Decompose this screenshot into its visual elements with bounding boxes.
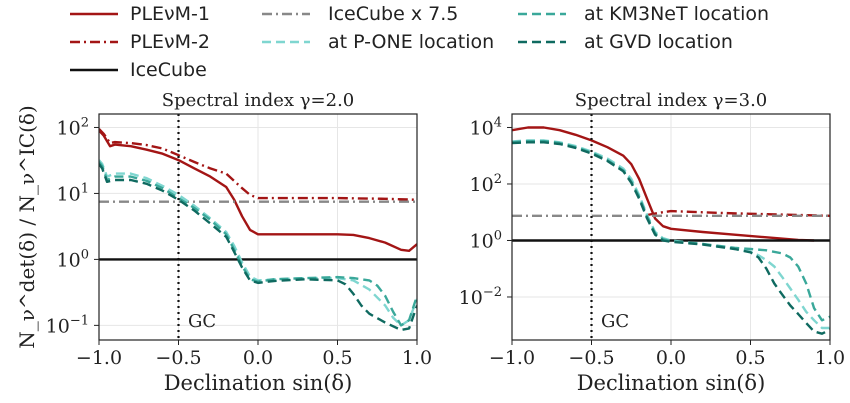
series-line (99, 159, 417, 327)
y-axis-label: N_ν^det(δ) / N_ν^IC(δ) (15, 105, 39, 348)
x-tick-label: −0.5 (155, 347, 201, 369)
y-axis: 10−1 100 101 102 (46, 115, 99, 337)
y-tick-label: 101 (57, 181, 89, 205)
y-tick-label: 104 (470, 115, 502, 139)
plot-area (512, 126, 830, 335)
x-tick-label: −1.0 (76, 347, 122, 369)
legend-entry-plenum-1: PLEνM-1 (70, 3, 210, 25)
x-axis-label: Declination sin(δ) (577, 371, 766, 395)
gc-label: GC (601, 311, 629, 332)
gc-label: GC (188, 311, 216, 332)
x-tick-label: 0.5 (735, 347, 765, 369)
series-line (512, 139, 830, 330)
x-tick-label: −1.0 (489, 347, 535, 369)
legend-entry-icecube: IceCube (70, 59, 207, 81)
x-tick-label: 0.0 (243, 347, 273, 369)
legend-entry-plenum-2: PLEνM-2 (70, 31, 210, 53)
grid (98, 114, 418, 340)
x-axis: −1.0 −0.5 0.0 0.5 1.0 (76, 340, 432, 369)
legend-label: IceCube (130, 59, 207, 81)
legend-label: at KM3NeT location (584, 3, 769, 25)
legend-entry-gvd: at GVD location (518, 31, 733, 53)
legend-label: IceCube x 7.5 (328, 3, 458, 25)
legend-label: at GVD location (584, 31, 733, 53)
x-axis: −1.0 −0.5 0.0 0.5 1.0 (489, 340, 845, 369)
x-tick-label: 0.0 (656, 347, 686, 369)
panel-title: Spectral index γ=3.0 (575, 90, 768, 111)
legend-label: PLEνM-2 (130, 31, 210, 53)
legend-entry-p-one: at P-ONE location (262, 31, 494, 53)
x-axis-label-text: Declination sin(δ) (577, 371, 766, 395)
panel-title: Spectral index γ=2.0 (162, 90, 355, 111)
legend: PLEνM-1 PLEνM-2 IceCube IceCube x 7.5 at… (70, 3, 769, 81)
x-tick-label: 1.0 (402, 347, 432, 369)
legend-label: at P-ONE location (328, 31, 494, 53)
legend-entry-km3net: at KM3NeT location (518, 3, 769, 25)
y-tick-label: 100 (470, 228, 502, 252)
y-tick-label: 10−1 (46, 313, 89, 337)
series-line (99, 129, 417, 253)
y-tick-label: 102 (57, 115, 89, 139)
y-tick-label: 102 (470, 172, 502, 196)
legend-label: PLEνM-1 (130, 3, 210, 25)
series-line (99, 163, 417, 332)
y-tick-label: 100 (57, 247, 89, 271)
series-line (99, 128, 417, 201)
grid (511, 114, 831, 340)
legend-entry-icecube-x7.5: IceCube x 7.5 (262, 3, 458, 25)
x-tick-label: −0.5 (568, 347, 614, 369)
y-tick-label: 10−2 (459, 285, 502, 309)
series-line (512, 126, 815, 242)
panel-gamma-3: Spectral index γ=3.0 GC −1.0 −0.5 0.0 0.5 1.… (459, 90, 845, 395)
y-axis: 10−2 100 102 104 (459, 115, 512, 309)
plot-area (99, 128, 417, 332)
x-tick-label: 0.5 (322, 347, 352, 369)
x-tick-label: 1.0 (815, 347, 845, 369)
series-line (646, 209, 830, 217)
x-axis-label-text: Declination sin(δ) (164, 371, 353, 395)
panel-gamma-2: Spectral index γ=2.0 GC −1.0 −0.5 0.0 0.5 1.… (46, 90, 432, 395)
x-axis-label: Declination sin(δ) (164, 371, 353, 395)
